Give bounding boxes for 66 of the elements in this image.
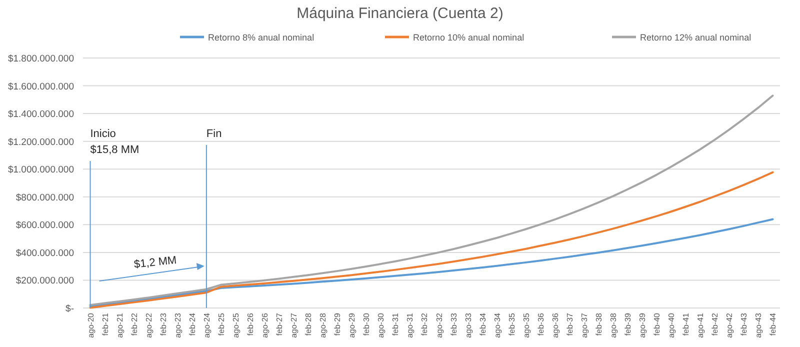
x-tick-label: ago-32 [434, 312, 444, 338]
x-tick-label: ago-40 [667, 312, 676, 338]
x-tick-label: ago-34 [492, 312, 502, 338]
x-tick-label: ago-36 [550, 312, 560, 338]
x-tick-label: ago-20 [86, 312, 96, 338]
x-tick-label: feb-22 [130, 312, 139, 336]
x-tick-label: feb-34 [478, 312, 488, 336]
x-tick-label: ago-43 [754, 312, 764, 338]
x-tick-label: feb-32 [420, 312, 430, 336]
x-tick-label: ago-29 [348, 312, 357, 338]
x-tick-label: ago-23 [173, 312, 182, 338]
x-tick-label: feb-37 [565, 312, 574, 336]
y-tick-label: $1.200.000.000 [8, 136, 74, 148]
x-tick-label: feb-24 [188, 312, 197, 336]
y-tick-label: $600.000.000 [16, 220, 74, 232]
x-tick-label: ago-31 [406, 312, 415, 338]
x-tick-label: feb-41 [682, 312, 691, 336]
x-tick-label: ago-41 [696, 312, 706, 338]
y-tick-label: $1.800.000.000 [8, 54, 74, 64]
y-tick-label: $800.000.000 [16, 192, 74, 204]
annotation: $1,2 MM [133, 254, 178, 271]
x-tick-label: feb-38 [594, 312, 604, 336]
ref-line-label: Inicio $15,8 MM [90, 128, 140, 156]
x-tick-label: ago-22 [144, 312, 154, 338]
y-tick-label: $1.600.000.000 [8, 81, 74, 92]
x-tick-label: ago-24 [202, 312, 212, 338]
x-tick-label: feb-30 [362, 312, 372, 336]
x-tick-label: feb-36 [536, 312, 546, 336]
x-tick-label: ago-39 [638, 312, 648, 338]
x-tick-label: ago-21 [115, 312, 124, 338]
x-tick-label: feb-35 [507, 312, 516, 336]
legend-label: Retorno 12% anual nominal [640, 32, 752, 42]
x-tick-label: feb-44 [768, 312, 778, 336]
x-tick-label: feb-33 [449, 312, 458, 336]
legend-label: Retorno 10% anual nominal [413, 32, 524, 42]
x-tick-label: feb-29 [333, 312, 342, 336]
x-tick-label: feb-21 [100, 312, 110, 336]
x-tick-label: ago-27 [290, 312, 299, 338]
x-tick-label: feb-43 [740, 312, 749, 336]
y-tick-label: $- [66, 304, 74, 314]
x-tick-label: feb-25 [216, 312, 226, 336]
x-tick-label: ago-33 [464, 312, 473, 338]
x-tick-label: feb-28 [304, 312, 314, 336]
x-tick-label: feb-42 [710, 312, 720, 336]
x-tick-label: feb-39 [624, 312, 633, 336]
x-tick-label: ago-28 [318, 312, 328, 338]
x-tick-label: feb-40 [652, 312, 662, 336]
y-tick-label: $400.000.000 [16, 248, 74, 259]
x-tick-label: ago-38 [609, 312, 618, 338]
x-tick-label: ago-30 [376, 312, 386, 338]
legend-label: Retorno 8% anual nominal [208, 32, 314, 42]
x-tick-label: ago-26 [260, 312, 270, 338]
x-tick-label: ago-37 [580, 312, 589, 338]
ref-line-label: Fin [206, 128, 222, 140]
y-tick-label: $1.000.000.000 [8, 164, 74, 176]
line-series [89, 94, 774, 306]
chart-title: Máquina Financiera (Cuenta 2) [296, 5, 504, 22]
y-tick-label: $200.000.000 [16, 276, 74, 287]
x-tick-label: ago-35 [522, 312, 531, 338]
x-tick-label: ago-42 [725, 312, 734, 338]
x-tick-label: feb-31 [391, 312, 400, 336]
x-tick-label: ago-25 [231, 312, 240, 338]
x-tick-label: feb-27 [275, 312, 284, 336]
x-tick-label: feb-23 [158, 312, 168, 336]
x-tick-label: feb-26 [246, 312, 255, 336]
y-tick-label: $1.400.000.000 [8, 109, 74, 120]
